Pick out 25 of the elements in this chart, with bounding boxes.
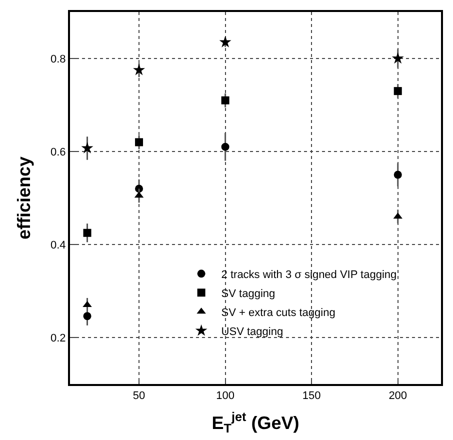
point bbox=[83, 228, 92, 237]
point bbox=[83, 312, 92, 320]
y-tick-label: 0.6 bbox=[50, 146, 66, 158]
x-tick-label: 50 bbox=[132, 390, 146, 402]
point bbox=[81, 142, 94, 154]
point bbox=[394, 87, 402, 96]
point bbox=[135, 138, 144, 146]
x-tick-label: 200 bbox=[388, 390, 408, 402]
point bbox=[394, 170, 402, 179]
legend-label: SV + extra cuts tagging bbox=[221, 306, 336, 319]
point bbox=[221, 142, 230, 151]
y-axis-title: efficiency bbox=[14, 156, 34, 240]
x-tick-label: 100 bbox=[216, 390, 234, 402]
x-tick-label: 150 bbox=[302, 390, 321, 402]
x-axis-title: E$_{T}$$^{jet}$ (GeV) bbox=[212, 410, 300, 436]
y-tick-label: 0.8 bbox=[50, 53, 66, 66]
legend-label: USV tagging bbox=[221, 326, 284, 338]
point bbox=[133, 64, 146, 76]
point bbox=[392, 52, 404, 64]
legend-label: 2 tracks with 3 σ signed VIP tagging bbox=[221, 268, 397, 281]
point bbox=[221, 96, 230, 104]
y-tick-label: 0.2 bbox=[50, 332, 66, 344]
point bbox=[219, 36, 232, 48]
y-tick-label: 0.4 bbox=[50, 239, 66, 252]
legend-label: SV tagging bbox=[221, 288, 276, 300]
